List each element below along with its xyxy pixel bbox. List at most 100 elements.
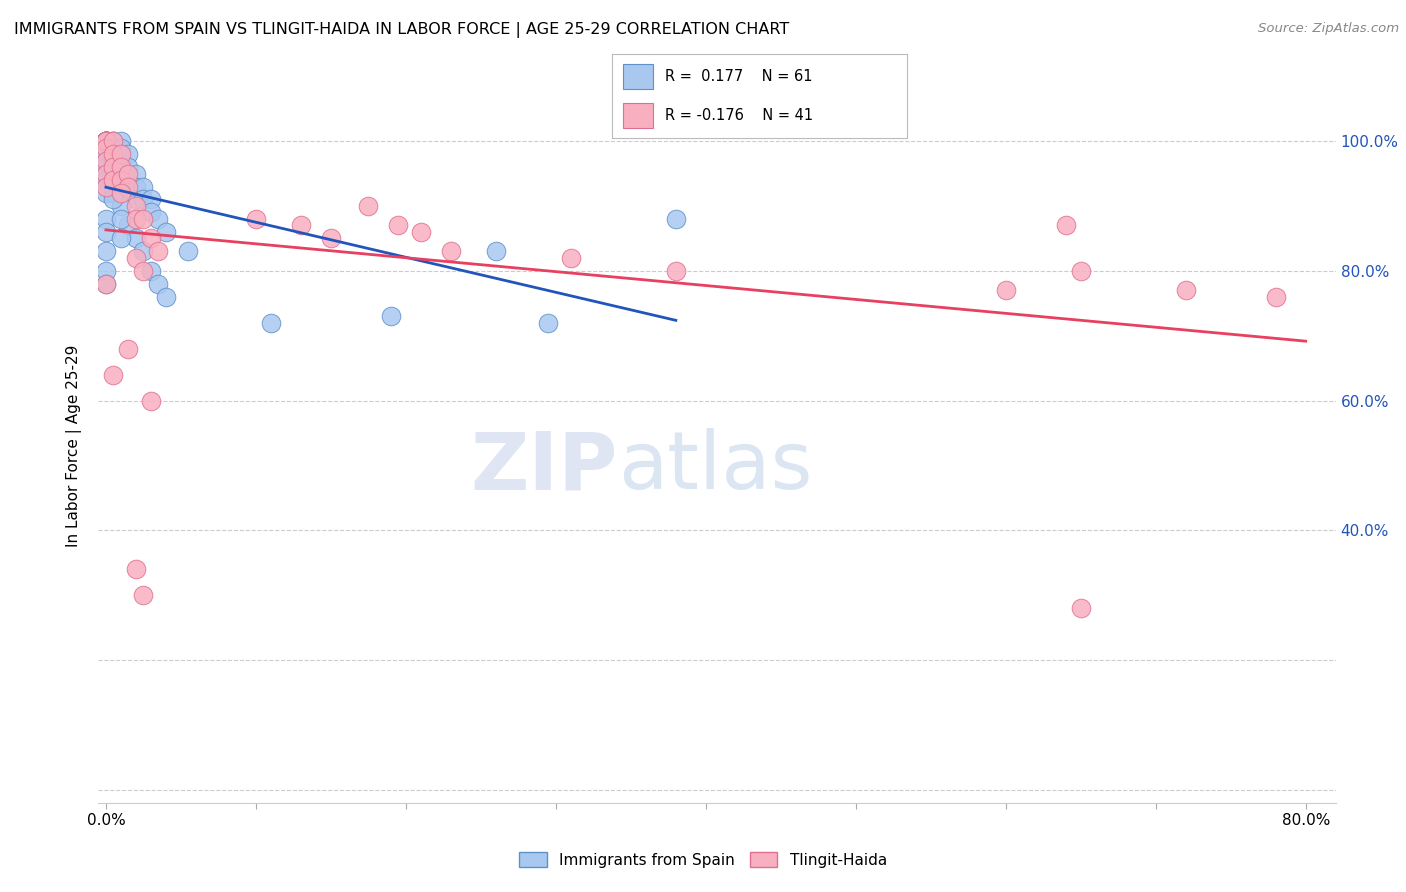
Point <box>94 134 117 148</box>
Point <box>110 173 132 187</box>
Point <box>110 211 132 226</box>
Point <box>110 167 132 181</box>
Point <box>1054 219 1077 233</box>
Y-axis label: In Labor Force | Age 25-29: In Labor Force | Age 25-29 <box>66 345 83 547</box>
Point <box>560 251 582 265</box>
Point <box>94 134 117 148</box>
Point <box>177 244 200 259</box>
Point <box>125 231 148 245</box>
Point <box>117 219 139 233</box>
Point <box>94 153 117 168</box>
Point <box>125 193 148 207</box>
Text: IMMIGRANTS FROM SPAIN VS TLINGIT-HAIDA IN LABOR FORCE | AGE 25-29 CORRELATION CH: IMMIGRANTS FROM SPAIN VS TLINGIT-HAIDA I… <box>14 22 789 38</box>
Point <box>103 153 125 168</box>
Point <box>94 134 117 148</box>
Point <box>117 160 139 174</box>
Point <box>94 277 117 291</box>
Point <box>94 160 117 174</box>
Point <box>387 219 409 233</box>
Point <box>132 588 155 602</box>
Point <box>110 231 132 245</box>
Point <box>1174 283 1197 297</box>
Point <box>132 264 155 278</box>
Point <box>94 134 117 148</box>
Point <box>409 225 432 239</box>
Point <box>94 211 117 226</box>
Point <box>94 179 117 194</box>
Point <box>103 134 125 148</box>
Point <box>148 244 170 259</box>
Point <box>1264 290 1286 304</box>
Point <box>260 316 283 330</box>
Point <box>139 231 162 245</box>
Point <box>110 160 132 174</box>
Point <box>94 140 117 154</box>
Point <box>117 173 139 187</box>
Point <box>94 147 117 161</box>
Point <box>94 134 117 148</box>
Point <box>665 211 688 226</box>
Point <box>110 140 132 154</box>
Point <box>110 179 132 194</box>
Text: atlas: atlas <box>619 428 813 507</box>
Point <box>103 173 125 187</box>
Point <box>94 134 117 148</box>
Point <box>139 193 162 207</box>
FancyBboxPatch shape <box>623 103 652 128</box>
Point <box>110 199 132 213</box>
Point <box>290 219 312 233</box>
Point <box>132 193 155 207</box>
Text: Source: ZipAtlas.com: Source: ZipAtlas.com <box>1258 22 1399 36</box>
Point <box>380 310 402 324</box>
Point <box>155 290 177 304</box>
Point <box>139 393 162 408</box>
Point <box>125 199 148 213</box>
Point <box>132 179 155 194</box>
Point <box>103 134 125 148</box>
Point <box>125 562 148 576</box>
Point <box>103 368 125 382</box>
Point <box>103 134 125 148</box>
Point <box>132 244 155 259</box>
Point <box>665 264 688 278</box>
Point <box>117 342 139 356</box>
Text: R =  0.177    N = 61: R = 0.177 N = 61 <box>665 69 813 84</box>
Point <box>319 231 342 245</box>
Point <box>245 211 267 226</box>
Point <box>94 153 117 168</box>
Point <box>148 211 170 226</box>
Point <box>485 244 508 259</box>
Point <box>94 173 117 187</box>
Point <box>117 167 139 181</box>
Point <box>110 134 132 148</box>
Point <box>110 153 132 168</box>
Point <box>139 264 162 278</box>
Point <box>440 244 463 259</box>
Point <box>94 167 117 181</box>
Point <box>148 277 170 291</box>
Point <box>155 225 177 239</box>
Point <box>132 211 155 226</box>
FancyBboxPatch shape <box>623 63 652 89</box>
Point <box>110 186 132 200</box>
Point <box>537 316 560 330</box>
Legend: Immigrants from Spain, Tlingit-Haida: Immigrants from Spain, Tlingit-Haida <box>512 844 894 875</box>
Point <box>94 134 117 148</box>
Point <box>125 251 148 265</box>
Point <box>94 134 117 148</box>
Point <box>994 283 1017 297</box>
Point <box>139 205 162 219</box>
Point <box>125 211 148 226</box>
Point <box>94 179 117 194</box>
Point <box>103 193 125 207</box>
Point <box>1070 601 1092 615</box>
Point <box>94 167 117 181</box>
Point <box>125 179 148 194</box>
Point <box>103 160 125 174</box>
Point <box>117 179 139 194</box>
Text: R = -0.176    N = 41: R = -0.176 N = 41 <box>665 108 813 123</box>
Point <box>94 134 117 148</box>
Point <box>103 140 125 154</box>
Point <box>94 186 117 200</box>
Point <box>110 147 132 161</box>
